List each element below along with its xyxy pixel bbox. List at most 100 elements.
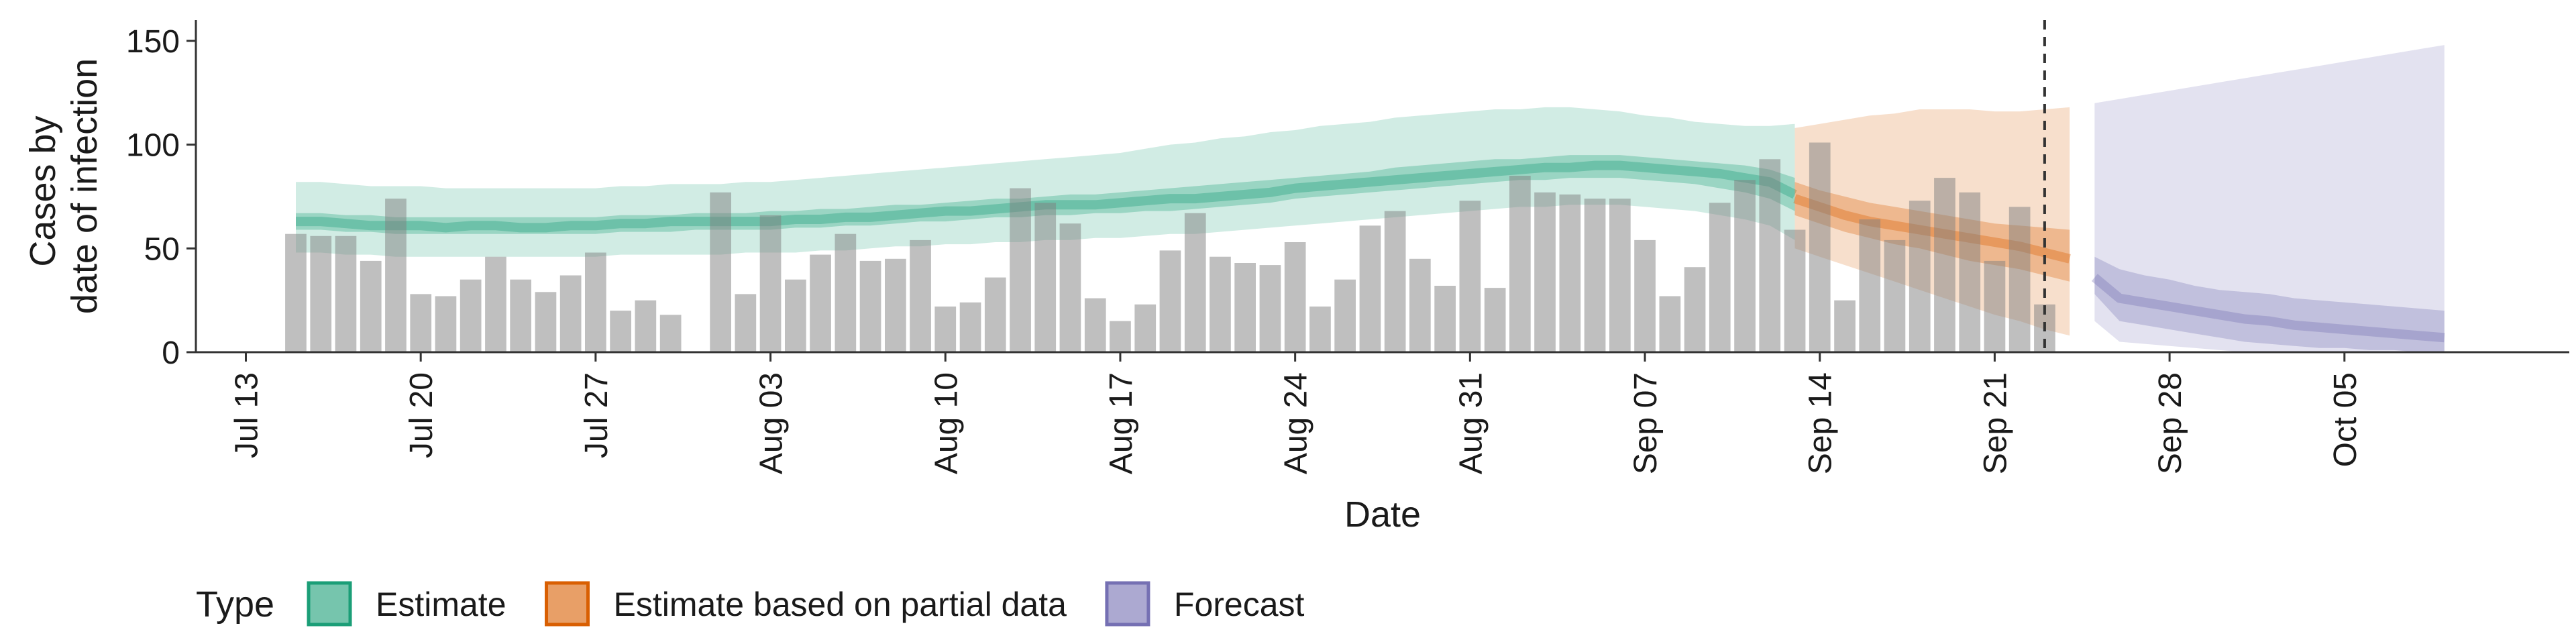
legend-label-0: Estimate (376, 586, 506, 623)
bar (859, 260, 881, 352)
bar (735, 294, 757, 352)
bar (959, 302, 981, 353)
bar (1984, 260, 2006, 352)
x-tick-label: Jul 27 (579, 372, 614, 458)
bar (1709, 203, 1731, 353)
y-axis-title: Cases by date of infection (23, 58, 105, 314)
x-tick-label: Sep 28 (2153, 372, 2188, 474)
x-tick-label: Sep 21 (1978, 372, 2013, 474)
bar (1010, 188, 1031, 352)
bar (335, 235, 357, 353)
x-tick-label: Sep 07 (1628, 372, 1664, 474)
bar (1459, 201, 1481, 352)
y-tick-label: 100 (126, 128, 180, 164)
x-tick-label: Aug 10 (928, 372, 964, 474)
x-tick-label: Jul 20 (404, 372, 439, 458)
bar (1659, 296, 1681, 352)
bar (1584, 199, 1606, 352)
bar (1784, 229, 1806, 352)
bar (1034, 203, 1057, 353)
series-2-band-50 (2094, 256, 2445, 352)
bar (1259, 265, 1281, 352)
y-tick-label: 150 (126, 24, 180, 60)
bar (1284, 242, 1306, 352)
bar (785, 279, 806, 352)
bar (385, 199, 407, 352)
bar (710, 192, 731, 352)
bar (1909, 201, 1931, 352)
bar (1759, 159, 1781, 353)
bar-layer (285, 142, 2055, 353)
bar (984, 277, 1006, 352)
x-tick-label: Oct 05 (2328, 372, 2363, 467)
legend: Type Estimate Estimate based on partial d… (196, 581, 1305, 627)
bar (1509, 176, 1531, 352)
legend-label-1: Estimate based on partial data (614, 586, 1067, 623)
x-axis-title: Date (1344, 494, 1421, 535)
ribbon-layer (296, 45, 2445, 352)
legend-swatch-0 (307, 581, 352, 627)
x-tick-label: Aug 24 (1279, 372, 1314, 474)
bar (1534, 192, 1556, 352)
bar (2008, 207, 2031, 352)
bar (810, 254, 831, 352)
series-1-band-50 (1794, 182, 2070, 282)
bar (835, 233, 857, 352)
bar (1484, 288, 1506, 352)
series-0-band-90 (296, 107, 1795, 257)
bar (1084, 298, 1106, 352)
bar (1409, 258, 1431, 352)
legend-swatch-2 (1105, 581, 1150, 627)
y-axis-title-line-1: Cases by (23, 115, 63, 266)
legend-label-2: Forecast (1174, 586, 1305, 623)
y-axis: 0 50 100 150 (126, 24, 196, 371)
series-2-median-line (2091, 274, 2445, 343)
bar (310, 235, 332, 353)
bar (585, 252, 606, 352)
bar (1334, 279, 1356, 352)
bar (1809, 142, 1831, 352)
bar (485, 256, 506, 352)
x-tick-label: Jul 13 (229, 372, 264, 458)
bar (1609, 199, 1631, 352)
bar (1159, 250, 1181, 352)
bar (1309, 306, 1331, 352)
bar (1934, 178, 1955, 352)
x-tick-label: Aug 03 (754, 372, 790, 474)
bar (635, 300, 657, 352)
bar (1834, 300, 1856, 352)
bar (1359, 225, 1381, 352)
bar (1210, 256, 1231, 352)
bar (1734, 180, 1756, 352)
bar (759, 215, 782, 352)
y-axis-title-line-2: date of infection (64, 58, 105, 314)
bar (460, 279, 482, 352)
bar (1559, 194, 1581, 352)
bar (1884, 239, 1906, 352)
x-tick-label: Aug 17 (1104, 372, 1139, 474)
bar (1059, 223, 1081, 352)
bar (360, 260, 382, 352)
y-tick-label: 0 (162, 335, 180, 371)
bar (1859, 219, 1881, 352)
bar (1184, 213, 1206, 352)
legend-items: Estimate Estimate based on partial data Fo… (307, 581, 1305, 627)
bar (610, 311, 631, 352)
bar (510, 279, 531, 352)
bar (1110, 321, 1131, 352)
x-tick-label: Aug 31 (1453, 372, 1489, 474)
bar (885, 258, 906, 352)
bar (410, 294, 432, 352)
series-0-band-50 (296, 155, 1795, 234)
bar (1234, 263, 1256, 352)
bar (1134, 304, 1157, 352)
series-2-band-90 (2094, 45, 2445, 352)
bar (1434, 286, 1456, 352)
x-axis: Jul 13 Jul 20 Jul 27 Aug 03 Aug 10 Aug 17 Aug … (229, 352, 2363, 474)
y-tick-label: 50 (144, 231, 180, 267)
bar (1684, 267, 1706, 352)
bar (1634, 239, 1656, 352)
bar (559, 275, 582, 352)
bar (659, 315, 682, 352)
